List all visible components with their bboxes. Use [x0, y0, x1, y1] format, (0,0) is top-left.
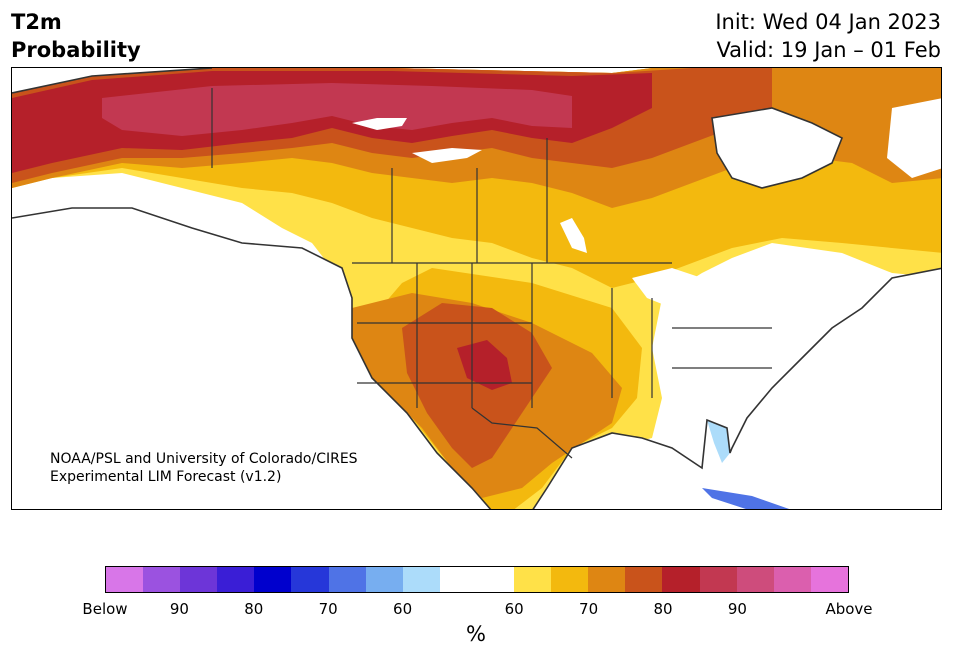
colorbar-tick-label: 60 — [393, 600, 413, 618]
colorbar-unit: % — [466, 622, 486, 646]
colorbar-tick-label: 80 — [653, 600, 673, 618]
atlantic-ocean — [732, 268, 941, 509]
lake-winnipeg — [560, 218, 587, 253]
colorbar-swatch — [736, 567, 774, 592]
pacific-ocean — [12, 208, 491, 509]
colorbar-swatch — [106, 567, 144, 592]
colorbar-swatch — [180, 567, 218, 592]
prob-region-85 — [102, 83, 572, 136]
colorbar-swatch — [476, 567, 515, 592]
boundaries — [211, 88, 772, 459]
prob-region-south-80 — [457, 340, 512, 390]
valid-range: Valid: 19 Jan – 01 Feb — [716, 38, 941, 62]
colorbar-swatch — [217, 567, 255, 592]
colorbar-swatch — [662, 567, 700, 592]
colorbar-swatch — [514, 567, 552, 592]
colorbar-tick-label: 80 — [244, 600, 264, 618]
great-bear-lake — [412, 148, 482, 163]
map-canvas — [12, 68, 941, 509]
great-slave-lake — [352, 118, 407, 130]
colorbar-swatch — [328, 567, 366, 592]
colorbar-swatch — [365, 567, 403, 592]
init-date: Init: Wed 04 Jan 2023 — [715, 10, 941, 34]
colorbar-swatch — [810, 567, 848, 592]
colorbar-tick-label: Below — [82, 600, 128, 618]
colorbar-swatch — [588, 567, 626, 592]
eastern-us-neutral — [672, 258, 842, 423]
hudson-bay — [712, 108, 842, 188]
title-line-1: T2m — [11, 10, 62, 34]
colorbar-swatch — [439, 567, 477, 592]
colorbar-swatch — [291, 567, 329, 592]
forecast-dates: Init: Wed 04 Jan 2023 Valid: 19 Jan – 01… — [715, 8, 941, 64]
cuba-below — [702, 488, 790, 509]
atlantic-north — [887, 98, 941, 178]
probability-map: NOAA/PSL and University of Colorado/CIRE… — [11, 67, 942, 510]
colorbar-swatch — [551, 567, 589, 592]
title-line-2: Probability — [11, 38, 141, 62]
credit-line-1: NOAA/PSL and University of Colorado/CIRE… — [50, 451, 358, 467]
colorbar-tick-label: 70 — [579, 600, 599, 618]
colorbar-swatch — [773, 567, 811, 592]
colorbar-swatch — [699, 567, 737, 592]
colorbar-swatch — [254, 567, 292, 592]
florida-below-60 — [707, 420, 730, 463]
colorbar-tick-label: 70 — [318, 600, 338, 618]
prob-region-south-75 — [402, 303, 552, 468]
credit-line-2: Experimental LIM Forecast (v1.2) — [50, 469, 282, 485]
colorbar — [105, 566, 849, 593]
map-title: T2m Probability — [11, 8, 141, 64]
colorbar-swatch — [402, 567, 440, 592]
colorbar-tick-label: 90 — [169, 600, 189, 618]
coastlines — [12, 68, 941, 509]
colorbar-swatch — [625, 567, 663, 592]
colorbar-swatch — [143, 567, 181, 592]
colorbar-tick-label: 90 — [727, 600, 747, 618]
colorbar-tick-label: 60 — [504, 600, 524, 618]
map-credit: NOAA/PSL and University of Colorado/CIRE… — [50, 450, 358, 486]
colorbar-tick-label: Above — [825, 600, 873, 618]
